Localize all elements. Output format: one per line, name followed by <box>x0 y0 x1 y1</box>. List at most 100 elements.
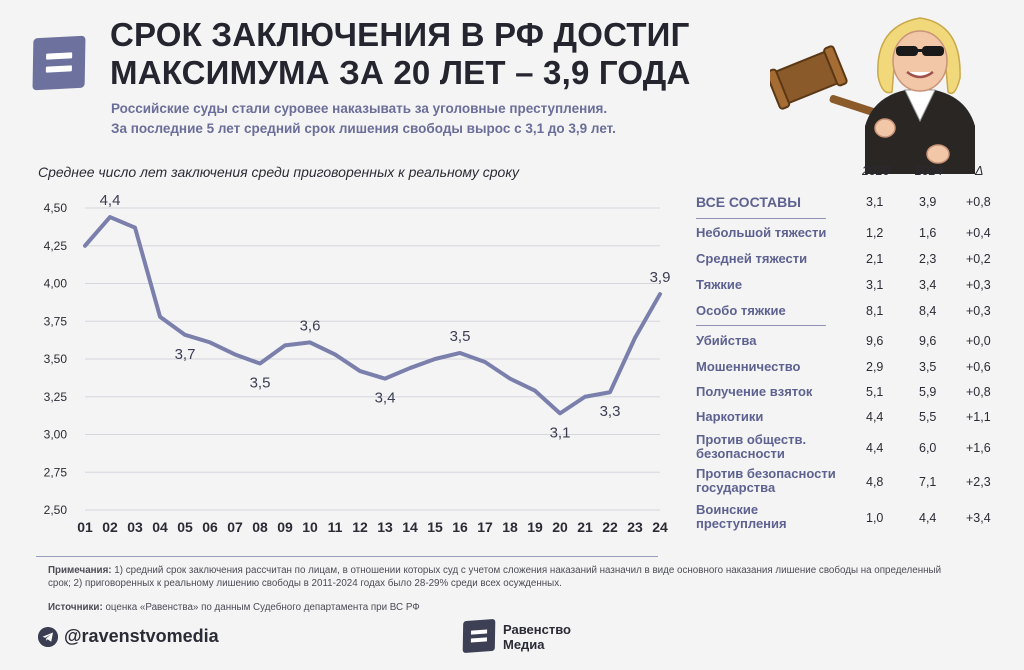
table-cell-delta: +0,8 <box>966 385 991 399</box>
x-tick-label: 21 <box>577 519 593 535</box>
table-row-label: Наркотики <box>696 409 764 424</box>
data-point <box>183 333 187 337</box>
data-label: 3,3 <box>600 403 621 420</box>
data-label: 3,6 <box>300 317 321 334</box>
x-tick-label: 04 <box>152 519 168 535</box>
table-row-label: Особо тяжкие <box>696 303 786 318</box>
x-tick-label: 23 <box>627 519 643 535</box>
y-tick-label: 3,50 <box>44 352 68 366</box>
x-tick-label: 11 <box>328 519 343 535</box>
table-cell-2020: 3,1 <box>866 195 884 209</box>
data-point <box>608 390 612 394</box>
data-point <box>108 215 112 219</box>
table-divider <box>696 325 826 326</box>
table-row-label: ВСЕ СОСТАВЫ <box>696 194 801 210</box>
table-row-label: Небольшой тяжести <box>696 225 827 240</box>
data-point <box>283 343 287 347</box>
data-point <box>383 377 387 381</box>
sources-text: оценка «Равенства» по данным Судебного д… <box>102 602 420 613</box>
table-cell-delta: +0,2 <box>966 252 991 266</box>
table-cell-2020: 1,2 <box>866 226 884 240</box>
y-tick-label: 4,25 <box>44 239 68 253</box>
table-cell-2020: 3,1 <box>866 278 884 292</box>
notes: Примечания: 1) средний срок заключения р… <box>48 565 948 590</box>
x-tick-label: 01 <box>77 519 93 535</box>
data-label: 3,7 <box>175 346 196 363</box>
table-cell-2020: 2,1 <box>866 252 884 266</box>
table-cell-2024: 5,9 <box>919 385 937 399</box>
table-cell-delta: +0,8 <box>966 195 991 209</box>
x-tick-label: 07 <box>227 519 243 535</box>
page-title: СРОК ЗАКЛЮЧЕНИЯ В РФ ДОСТИГ МАКСИМУМА ЗА… <box>110 16 691 91</box>
x-tick-label: 16 <box>452 519 468 535</box>
data-point <box>558 411 562 415</box>
table-cell-2020: 8,1 <box>866 304 884 318</box>
table-cell-2020: 2,9 <box>866 360 884 374</box>
social-handle[interactable]: @ravenstvomedia <box>64 626 219 646</box>
table-cell-2020: 4,4 <box>866 410 884 424</box>
data-label: 3,5 <box>250 375 271 392</box>
data-label: 3,1 <box>550 424 571 441</box>
x-tick-label: 20 <box>552 519 568 535</box>
table-row-label: Против безопасности государства <box>696 466 836 495</box>
data-point <box>308 340 312 344</box>
table-divider <box>696 218 826 219</box>
notes-text: 1) средний срок заключения рассчитан по … <box>48 565 942 589</box>
page-subtitle: Российские суды стали суровее наказывать… <box>111 101 616 136</box>
table-cell-delta: +3,4 <box>966 511 991 525</box>
y-tick-label: 4,00 <box>44 277 68 291</box>
y-tick-label: 2,50 <box>44 503 68 517</box>
data-point <box>83 244 87 248</box>
x-tick-label: 22 <box>602 519 618 535</box>
data-point <box>658 292 662 296</box>
data-point <box>458 351 462 355</box>
data-point <box>408 366 412 370</box>
table-cell-2020: 5,1 <box>866 385 884 399</box>
table-cell-delta: +0,3 <box>966 278 991 292</box>
table-cell-delta: +0,3 <box>966 304 991 318</box>
table-cell-2024: 4,4 <box>919 511 937 525</box>
x-tick-label: 02 <box>102 519 118 535</box>
x-tick-label: 06 <box>202 519 218 535</box>
x-tick-label: 18 <box>502 519 518 535</box>
sources: Источники: оценка «Равенства» по данным … <box>48 602 420 613</box>
table-cell-2020: 1,0 <box>866 511 884 525</box>
chart-title: Среднее число лет заключения среди приго… <box>38 164 519 180</box>
data-point <box>258 362 262 366</box>
data-point <box>583 395 587 399</box>
data-label: 3,9 <box>650 269 671 286</box>
table-row-label: Против обществ. безопасности <box>696 432 807 461</box>
data-point <box>508 377 512 381</box>
brand-name: Равенство Медиа <box>503 622 571 652</box>
sources-label: Источники: <box>48 602 103 613</box>
x-tick-label: 17 <box>477 519 493 535</box>
table-cell-2024: 5,5 <box>919 410 937 424</box>
notes-label: Примечания: <box>48 565 112 576</box>
equals-logo-icon <box>462 618 496 654</box>
table-cell-delta: +0,6 <box>966 360 991 374</box>
data-point <box>233 352 237 356</box>
x-tick-label: 10 <box>302 519 318 535</box>
table-cell-delta: +0,0 <box>966 334 991 348</box>
judge-illustration <box>770 17 975 174</box>
x-tick-label: 13 <box>377 519 393 535</box>
table-cell-2024: 8,4 <box>919 304 937 318</box>
telegram-icon[interactable] <box>38 627 58 647</box>
y-tick-label: 3,00 <box>44 428 68 442</box>
y-tick-label: 3,25 <box>44 390 68 404</box>
table-row-label: Мошенничество <box>696 359 801 374</box>
y-tick-label: 2,75 <box>44 465 68 479</box>
x-tick-label: 24 <box>652 519 668 535</box>
table-cell-delta: +2,3 <box>966 475 991 489</box>
table-cell-2024: 1,6 <box>919 226 937 240</box>
x-tick-label: 03 <box>127 519 143 535</box>
x-tick-label: 09 <box>277 519 293 535</box>
data-point <box>133 226 137 230</box>
x-tick-label: 19 <box>527 519 543 535</box>
table-row-label: Средней тяжести <box>696 251 808 266</box>
table-header: Δ <box>975 164 984 178</box>
data-label: 3,4 <box>375 390 396 407</box>
table-cell-2024: 9,6 <box>919 334 937 348</box>
x-tick-label: 12 <box>352 519 368 535</box>
table-row-label: Убийства <box>696 333 757 348</box>
